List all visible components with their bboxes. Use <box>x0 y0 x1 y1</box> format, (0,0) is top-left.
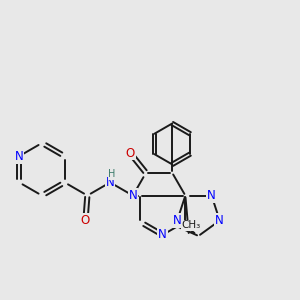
Text: N: N <box>158 228 167 242</box>
Text: O: O <box>81 214 90 227</box>
Text: N: N <box>207 189 216 202</box>
Text: H: H <box>108 169 116 179</box>
Text: N: N <box>128 189 137 202</box>
Text: CH₃: CH₃ <box>182 220 201 230</box>
Text: N: N <box>15 150 24 163</box>
Text: N: N <box>106 176 115 189</box>
Text: N: N <box>215 214 224 227</box>
Text: O: O <box>126 147 135 160</box>
Text: N: N <box>173 214 182 227</box>
